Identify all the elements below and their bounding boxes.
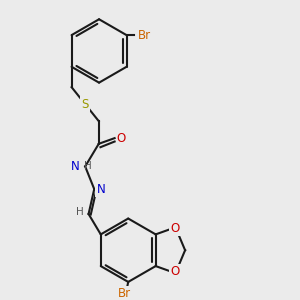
Text: N: N xyxy=(71,160,80,173)
Text: H: H xyxy=(76,207,83,217)
Text: O: O xyxy=(117,132,126,145)
Text: S: S xyxy=(82,98,89,111)
Text: Br: Br xyxy=(138,28,151,42)
Text: N: N xyxy=(97,183,105,196)
Text: Br: Br xyxy=(118,287,131,300)
Text: O: O xyxy=(170,265,179,278)
Text: H: H xyxy=(84,161,92,171)
Text: O: O xyxy=(170,222,179,235)
